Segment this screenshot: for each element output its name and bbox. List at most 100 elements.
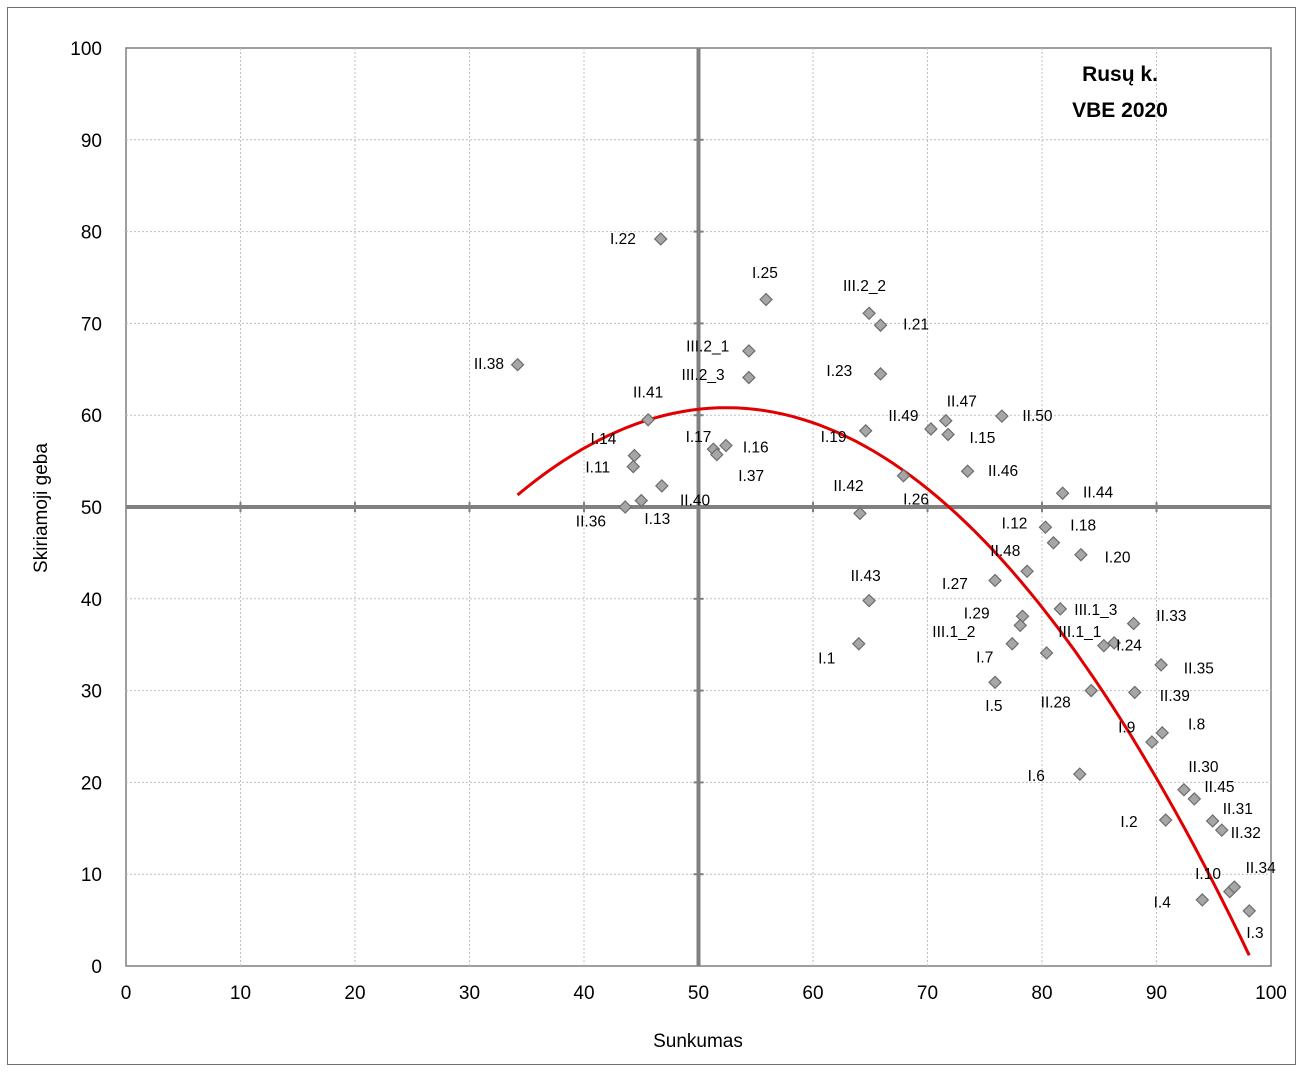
data-point: [862, 306, 876, 321]
x-tick-label: 70: [917, 983, 938, 1004]
point-label: II.28: [1041, 695, 1071, 712]
point-label: II.34: [1246, 860, 1277, 877]
point-label: III.2_1: [686, 338, 729, 355]
x-tick-label: 20: [344, 983, 365, 1004]
y-tick-label: 70: [81, 314, 102, 335]
data-point: [1038, 520, 1053, 535]
point-label: II.48: [990, 543, 1020, 560]
chart-title-line-1: Rusų k.: [1082, 63, 1158, 86]
data-point: [960, 464, 975, 479]
y-tick-label: 100: [70, 39, 102, 60]
x-tick-label: 60: [802, 983, 823, 1004]
data-point: [634, 493, 649, 508]
data-point: [1127, 685, 1142, 700]
data-point: [709, 447, 724, 462]
point-label: II.36: [576, 514, 606, 531]
data-point: [653, 232, 668, 246]
point-label: III.1_1: [1058, 624, 1101, 641]
trendline-layer: [516, 406, 1251, 956]
point-label: III.1_3: [1074, 602, 1117, 619]
data-points: [510, 232, 1257, 918]
data-point: [618, 500, 633, 514]
data-point: [1187, 792, 1202, 806]
point-label: I.15: [970, 430, 996, 447]
data-point: [641, 412, 655, 427]
point-label: I.5: [985, 698, 1002, 715]
point-label: II.45: [1204, 779, 1234, 796]
x-axis-title: Sunkumas: [653, 1031, 743, 1052]
point-label: II.32: [1231, 825, 1261, 842]
point-label: I.6: [1028, 768, 1045, 785]
point-label: I.11: [585, 460, 610, 477]
data-point: [1053, 602, 1068, 616]
point-label: I.13: [644, 511, 670, 528]
data-point: [1005, 636, 1020, 651]
data-point: [1126, 616, 1141, 631]
point-label: II.33: [1156, 608, 1186, 625]
data-point: [1084, 683, 1099, 698]
x-tick-label: 40: [573, 983, 594, 1004]
point-label: II.39: [1160, 688, 1190, 705]
data-point: [1096, 638, 1111, 653]
data-point: [742, 370, 756, 385]
data-point: [1177, 782, 1191, 797]
data-point: [988, 675, 1002, 690]
point-label: II.44: [1083, 484, 1114, 501]
point-label: I.14: [591, 431, 617, 448]
point-label: I.12: [1002, 516, 1028, 533]
data-point: [510, 357, 525, 372]
data-point: [655, 479, 669, 493]
point-label: II.50: [1022, 408, 1053, 425]
data-point: [1154, 658, 1168, 672]
point-label: I.10: [1195, 866, 1221, 883]
y-tick-label: 40: [81, 590, 102, 611]
point-label: II.30: [1188, 759, 1219, 776]
x-tick-label: 90: [1146, 983, 1167, 1004]
tick-labels: 0 10 20 30 40 50 60 70 80 90 100 0 10 20 30 40 50 60 70 80 9…: [70, 39, 1287, 1004]
point-label: I.29: [964, 605, 990, 622]
point-label: I.17: [686, 429, 712, 446]
point-label: I.8: [1188, 717, 1205, 734]
point-label: I.16: [743, 439, 769, 456]
point-label: I.21: [903, 316, 929, 333]
data-point: [896, 468, 911, 483]
data-point: [1039, 646, 1054, 660]
x-tick-label: 10: [230, 983, 251, 1004]
data-point: [938, 413, 953, 428]
point-label: I.26: [903, 492, 929, 509]
data-point: [1242, 904, 1257, 918]
y-tick-label: 80: [81, 223, 102, 244]
y-tick-label: 60: [81, 406, 102, 427]
point-label: I.20: [1105, 549, 1131, 566]
x-tick-label: 100: [1255, 983, 1287, 1004]
data-point: [941, 427, 955, 442]
chart-frame: [7, 7, 1296, 1065]
point-label: I.27: [942, 576, 968, 593]
data-point: [1195, 893, 1210, 907]
point-label: I.9: [1118, 719, 1135, 736]
point-label: I.7: [976, 650, 993, 667]
data-point: [873, 318, 888, 333]
data-point: [1214, 823, 1229, 837]
data-point: [1227, 880, 1242, 894]
y-tick-label: 0: [91, 957, 102, 978]
point-label: II.38: [474, 356, 504, 373]
point-label: II.31: [1223, 801, 1253, 818]
y-tick-label: 20: [81, 773, 102, 794]
data-point: [626, 459, 641, 474]
point-label: II.42: [833, 478, 863, 495]
data-point: [851, 636, 866, 651]
point-label: III.2_3: [682, 367, 725, 384]
y-axis-title: Skiriamoji geba: [31, 443, 52, 573]
data-point: [1074, 547, 1088, 562]
data-point: [1107, 636, 1121, 650]
data-point: [924, 422, 938, 436]
point-label: II.35: [1184, 661, 1214, 678]
data-point: [719, 438, 733, 453]
data-point: [862, 593, 876, 608]
chart-title-line-2: VBE 2020: [1072, 99, 1168, 122]
x-tick-label: 50: [688, 983, 709, 1004]
data-point: [858, 423, 873, 438]
point-label: I.22: [610, 231, 636, 248]
